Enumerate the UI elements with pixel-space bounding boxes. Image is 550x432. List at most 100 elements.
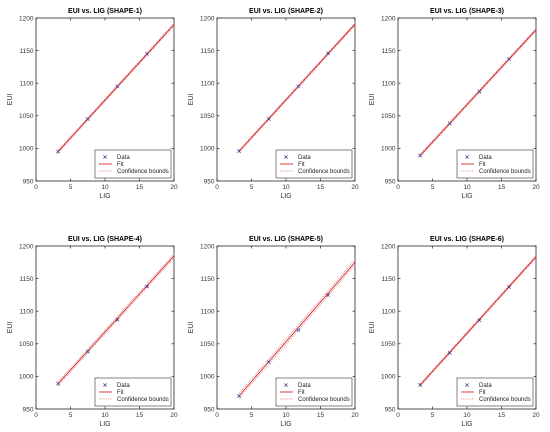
y-tick-label: 1000 xyxy=(381,146,396,153)
y-tick-label: 950 xyxy=(204,178,215,185)
y-tick-label: 1100 xyxy=(201,309,215,316)
data-point xyxy=(56,149,61,154)
legend-data-marker xyxy=(284,383,288,387)
upper-confidence-bound xyxy=(57,22,174,151)
lower-confidence-bound xyxy=(419,30,536,158)
y-axis-label: EUI xyxy=(188,94,195,106)
y-tick-label: 1050 xyxy=(200,341,215,348)
y-tick-label: 1200 xyxy=(381,15,396,22)
x-tick-label: 10 xyxy=(101,184,109,191)
legend-data-marker xyxy=(103,383,107,387)
x-tick-label: 20 xyxy=(170,184,178,191)
data-point xyxy=(296,328,301,333)
x-axis-label: LIG xyxy=(99,421,110,428)
x-tick-label: 10 xyxy=(101,412,109,419)
legend-fit-label: Fit xyxy=(298,162,305,168)
y-axis-label: EUI xyxy=(369,94,376,106)
legend-fit-label: Fit xyxy=(117,390,124,396)
legend-data-marker xyxy=(103,155,107,159)
y-tick-label: 1100 xyxy=(382,81,396,88)
data-point xyxy=(266,117,271,122)
y-tick-label: 1150 xyxy=(201,48,215,55)
legend-fit-label: Fit xyxy=(298,390,305,396)
lower-confidence-bound xyxy=(238,24,355,153)
data-point xyxy=(326,51,331,56)
subplot-shape-2: EUI vs. LIG (SHAPE-2) 0 5 10 15 20 950 1000 1050… xyxy=(188,8,359,200)
y-tick-label: 1000 xyxy=(19,146,34,153)
upper-confidence-bound xyxy=(238,22,355,151)
legend-bounds-label: Confidence bounds xyxy=(298,169,350,175)
chart-title: EUI vs. LIG (SHAPE-6) xyxy=(430,236,504,243)
y-tick-label: 1000 xyxy=(200,146,215,153)
legend-data-label: Data xyxy=(117,383,130,389)
data-point xyxy=(85,349,90,354)
chart-title: EUI vs. LIG (SHAPE-1) xyxy=(68,8,142,15)
data-point xyxy=(85,117,90,122)
y-axis-label: EUI xyxy=(7,94,14,106)
x-tick-label: 15 xyxy=(136,184,144,191)
y-tick-label: 1150 xyxy=(382,276,396,283)
x-axis-label: LIG xyxy=(280,421,291,428)
lower-confidence-bound xyxy=(419,257,536,387)
y-axis-label: EUI xyxy=(188,322,195,334)
lower-confidence-bound xyxy=(57,257,174,386)
x-tick-label: 15 xyxy=(136,412,144,419)
lower-confidence-bound xyxy=(57,25,174,154)
upper-confidence-bound xyxy=(419,254,536,385)
subplot-shape-4: EUI vs. LIG (SHAPE-4) 0 5 10 15 20 950 1000 1050… xyxy=(7,236,178,428)
data-point xyxy=(477,89,482,94)
legend-bounds-label: Confidence bounds xyxy=(479,169,531,175)
x-tick-label: 5 xyxy=(250,184,254,191)
y-tick-label: 1200 xyxy=(19,243,34,250)
subplot-shape-3: EUI vs. LIG (SHAPE-3) 0 5 10 15 20 950 1000 1050… xyxy=(369,8,540,200)
data-point xyxy=(237,394,242,398)
legend-bounds-label: Confidence bounds xyxy=(117,397,169,403)
data-point xyxy=(447,121,452,126)
y-tick-label: 1150 xyxy=(201,276,215,283)
data-point xyxy=(115,84,120,89)
x-tick-label: 20 xyxy=(351,412,359,419)
x-axis-label: LIG xyxy=(461,421,472,428)
legend-data-label: Data xyxy=(117,155,130,161)
x-tick-label: 0 xyxy=(34,412,38,419)
legend-data-marker xyxy=(465,155,469,159)
x-tick-label: 0 xyxy=(215,412,219,419)
fit-line xyxy=(238,261,355,397)
y-tick-label: 1050 xyxy=(381,113,396,120)
y-tick-label: 1150 xyxy=(20,276,34,283)
y-tick-label: 1100 xyxy=(20,309,34,316)
legend-data-label: Data xyxy=(298,383,311,389)
x-tick-label: 0 xyxy=(396,184,400,191)
data-point xyxy=(115,317,120,322)
legend-fit-label: Fit xyxy=(479,162,486,168)
legend-fit-label: Fit xyxy=(479,390,486,396)
chart-title: EUI vs. LIG (SHAPE-5) xyxy=(249,236,323,243)
data-point xyxy=(266,360,271,365)
x-tick-label: 10 xyxy=(463,412,471,419)
legend-data-marker xyxy=(284,155,288,159)
y-tick-label: 1050 xyxy=(381,341,396,348)
data-point xyxy=(507,285,512,290)
subplot-shape-1: EUI vs. LIG (SHAPE-1) 0 5 10 15 20 950 1000 1050… xyxy=(7,8,178,200)
y-tick-label: 1050 xyxy=(19,341,34,348)
x-axis-label: LIG xyxy=(99,193,110,200)
chart-title: EUI vs. LIG (SHAPE-4) xyxy=(68,236,142,243)
legend-bounds-label: Confidence bounds xyxy=(298,397,350,403)
y-tick-label: 1050 xyxy=(200,113,215,120)
y-tick-label: 1050 xyxy=(19,113,34,120)
data-point xyxy=(237,149,242,153)
x-tick-label: 0 xyxy=(215,184,219,191)
x-tick-label: 5 xyxy=(431,184,435,191)
legend-fit-label: Fit xyxy=(117,162,124,168)
x-tick-label: 15 xyxy=(498,412,506,419)
y-tick-label: 950 xyxy=(23,178,34,185)
y-tick-label: 950 xyxy=(385,178,396,185)
upper-confidence-bound xyxy=(57,253,174,382)
legend-bounds-label: Confidence bounds xyxy=(117,169,169,175)
x-tick-label: 15 xyxy=(317,412,325,419)
data-point xyxy=(296,84,301,89)
